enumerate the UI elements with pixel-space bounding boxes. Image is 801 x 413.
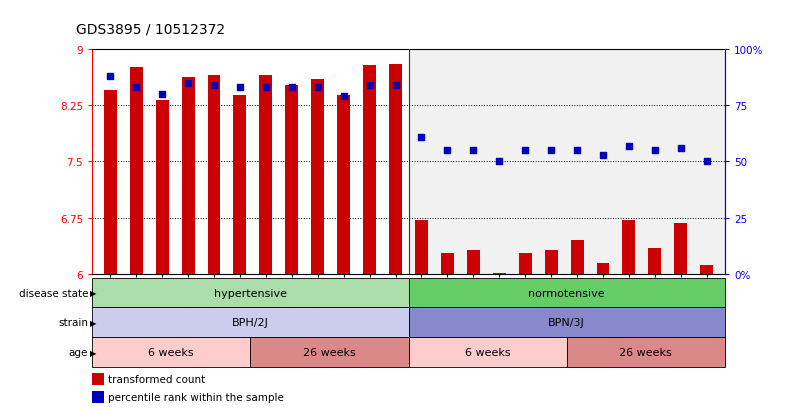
Point [545,147,557,154]
Bar [92,373,103,385]
Bar [92,392,103,403]
Text: transformed count: transformed count [108,374,205,384]
Point [337,93,350,100]
Text: strain: strain [58,318,88,328]
Bar [622,221,635,275]
Text: 6 weeks: 6 weeks [148,347,194,357]
Point [597,152,610,159]
Point [312,85,324,91]
Bar [597,263,610,275]
Text: ▶: ▶ [90,288,96,297]
Bar [700,266,713,275]
Bar [570,241,584,275]
Point [519,147,532,154]
Point [104,73,117,80]
Bar [250,337,409,367]
Point [182,80,195,87]
Point [285,85,298,91]
Point [415,134,428,141]
Bar [285,85,298,275]
Point [363,82,376,89]
Bar [409,278,725,308]
Bar [467,251,480,275]
Bar [409,337,567,367]
Text: percentile rank within the sample: percentile rank within the sample [108,392,284,402]
Point [441,147,454,154]
Bar [92,308,409,337]
Bar [409,308,725,337]
Point [130,85,143,91]
Bar [389,64,402,275]
Bar [92,337,250,367]
Text: normotensive: normotensive [529,288,605,298]
Text: ▶: ▶ [90,318,96,327]
Text: hypertensive: hypertensive [214,288,287,298]
Text: BPN/3J: BPN/3J [549,318,585,328]
Bar [312,80,324,275]
Text: 26 weeks: 26 weeks [619,347,672,357]
Text: 26 weeks: 26 weeks [303,347,356,357]
Bar [519,254,532,275]
Bar [207,76,220,275]
Bar [337,96,350,275]
Bar [567,337,725,367]
Bar [545,251,557,275]
Bar [182,78,195,275]
Bar [409,50,725,275]
Bar [260,76,272,275]
Point [234,85,247,91]
Bar [415,221,428,275]
Bar [92,278,409,308]
Point [260,85,272,91]
Point [155,91,168,98]
Point [570,147,583,154]
Point [493,159,505,166]
Bar [674,223,687,275]
Bar [104,91,117,275]
Point [389,82,402,89]
Bar [233,96,247,275]
Bar [130,68,143,275]
Bar [363,66,376,275]
Text: 6 weeks: 6 weeks [465,347,510,357]
Point [700,159,713,166]
Bar [155,101,169,275]
Bar [648,248,662,275]
Point [622,143,635,150]
Point [649,147,662,154]
Point [674,145,687,152]
Text: disease state: disease state [18,288,88,298]
Point [207,82,220,89]
Point [467,147,480,154]
Text: GDS3895 / 10512372: GDS3895 / 10512372 [76,23,225,37]
Text: BPH/2J: BPH/2J [231,318,269,328]
Bar [441,254,454,275]
Bar [493,273,505,275]
Text: ▶: ▶ [90,348,96,357]
Text: age: age [69,347,88,357]
